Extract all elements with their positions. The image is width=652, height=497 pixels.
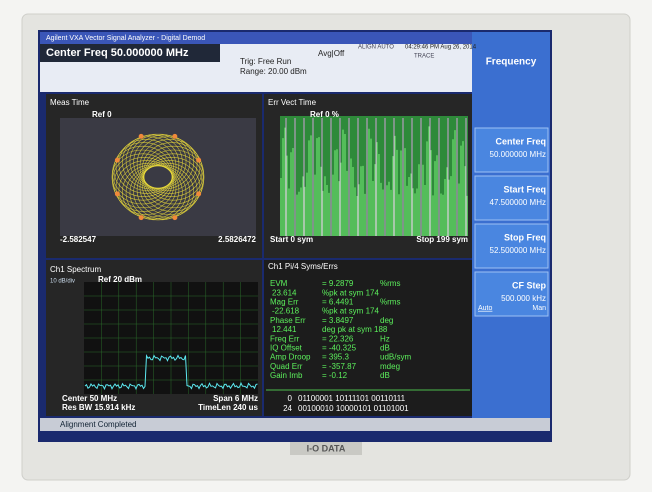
row-value: = 3.8497 xyxy=(322,316,354,325)
row-unit: %rms xyxy=(380,298,400,307)
trigger: Trig: Free Run xyxy=(240,57,291,66)
panel-scale: 10 dB/div xyxy=(50,279,75,285)
softkey-title: Frequency xyxy=(486,57,537,68)
row-unit: %pk at sym 174 xyxy=(322,288,379,297)
row-unit: %rms xyxy=(380,279,400,288)
softkey-label: Center Freq xyxy=(495,136,546,146)
row-unit: deg xyxy=(380,316,393,325)
row-unit: dB xyxy=(380,344,390,353)
panel-ref: Ref 20 dBm xyxy=(98,275,142,284)
softkey-man: Man xyxy=(532,305,546,312)
bit-row: 00100010 10000101 01101001 xyxy=(298,404,409,413)
bit-index: 24 xyxy=(283,404,292,413)
bit-index: 0 xyxy=(288,394,293,403)
row-label: Freq Err xyxy=(270,334,300,343)
panel-left: Center 50 MHz xyxy=(62,394,117,403)
softkey-label: Start Freq xyxy=(503,184,546,194)
softkey-label: CF Step xyxy=(512,280,547,290)
monitor-photo: Agilent VXA Vector Signal Analyzer - Dig… xyxy=(0,0,652,492)
brand: I-O DATA xyxy=(307,443,346,453)
symbol-dot xyxy=(115,191,120,196)
page: Agilent VXA Vector Signal Analyzer - Dig… xyxy=(0,0,652,492)
symbol-dot xyxy=(115,158,120,163)
row-value: 12.441 xyxy=(272,325,297,334)
softkey-value: 52.500000 MHz xyxy=(490,246,546,255)
symbol-dot xyxy=(172,215,177,220)
row-value: -22.618 xyxy=(272,307,300,316)
row-label: Quad Err xyxy=(270,362,303,371)
panel-left: Start 0 sym xyxy=(270,235,313,244)
row-value: = 6.4491 xyxy=(322,298,354,307)
row-label: Amp Droop xyxy=(270,353,311,362)
softkey-value: 47.500000 MHz xyxy=(490,198,546,207)
panel-ref: Ref 0 xyxy=(92,110,112,119)
panel-left: -2.582547 xyxy=(60,235,97,244)
softkey-label: Stop Freq xyxy=(504,232,546,242)
row-value: = -40.325 xyxy=(322,344,357,353)
averaging: Avg|Off xyxy=(318,49,345,58)
row-label: IQ Offset xyxy=(270,344,303,353)
status-message: Alignment Completed xyxy=(60,420,136,429)
row-value: = -357.87 xyxy=(322,362,357,371)
row-value: 23.614 xyxy=(272,288,297,297)
row-unit: dB xyxy=(380,371,390,380)
symbol-dot xyxy=(196,191,201,196)
panel-ref: Ref 0 % xyxy=(310,110,339,119)
symbol-dot xyxy=(139,215,144,220)
panel-title: Err Vect Time xyxy=(268,98,317,107)
row-label: Mag Err xyxy=(270,298,299,307)
symbol-dot xyxy=(196,158,201,163)
row-unit: %pk at sym 174 xyxy=(322,307,379,316)
panel-right: Span 6 MHz xyxy=(213,394,258,403)
panel-right: 2.5826472 xyxy=(218,235,256,244)
softkey-value: 50.000000 MHz xyxy=(490,150,546,159)
trace-label: TRACE xyxy=(414,54,434,60)
panel-title: Meas Time xyxy=(50,98,90,107)
align-status: ALIGN AUTO xyxy=(358,45,394,51)
clock: 04:29:46 PM Aug 26, 2014 xyxy=(405,45,477,51)
row-value: = -0.12 xyxy=(322,371,348,380)
panel-right: Stop 199 sym xyxy=(416,235,468,244)
row-label: Phase Err xyxy=(270,316,306,325)
softkey-value: 500.000 kHz xyxy=(501,294,546,303)
row-label: Gain Imb xyxy=(270,371,303,380)
row-value: = 395.3 xyxy=(322,353,349,362)
app-title: Agilent VXA Vector Signal Analyzer - Dig… xyxy=(46,35,205,42)
row-unit: udB/sym xyxy=(380,353,411,362)
range: Range: 20.00 dBm xyxy=(240,67,307,76)
row-unit: mdeg xyxy=(380,362,400,371)
row-value: = 22.326 xyxy=(322,334,354,343)
panel-right2: TimeLen 240 us xyxy=(198,403,258,412)
row-label: EVM xyxy=(270,279,288,288)
table-title: Ch1 Pi/4 Syms/Errs xyxy=(268,262,338,271)
softkey-auto: Auto xyxy=(478,305,493,312)
center-freq: Center Freq 50.000000 MHz xyxy=(46,47,189,59)
panel-left2: Res BW 15.914 kHz xyxy=(62,403,135,412)
plot-errvect xyxy=(280,116,468,236)
row-unit: deg pk at sym 188 xyxy=(322,325,388,334)
symbol-dot xyxy=(172,134,177,139)
symbol-dot xyxy=(139,134,144,139)
row-value: = 9.2879 xyxy=(322,279,354,288)
bit-row: 01100001 10111101 00110111 xyxy=(298,394,406,403)
panel-title: Ch1 Spectrum xyxy=(50,265,101,274)
row-unit: Hz xyxy=(380,334,390,343)
